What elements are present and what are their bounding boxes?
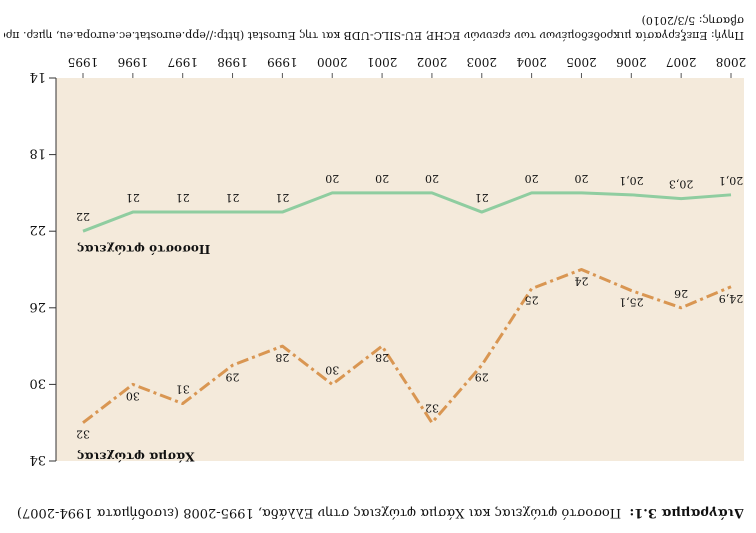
data-label: 20 [574,172,588,185]
data-label: 21 [126,191,140,204]
x-tick-label: 2007 [666,55,697,69]
data-label: 28 [275,351,289,364]
data-label: 24 [574,275,588,288]
data-label: 30 [126,389,140,402]
source-line-1: Πηγή: Επεξεργασία μικροδεδομένων των ερε… [4,29,744,42]
series-line-poverty-gap [82,268,732,425]
data-label: 31 [176,383,190,396]
data-label: 25 [525,294,539,307]
y-tick-label: 34 [29,452,46,467]
source-line-2: σβασης: 5/3/2010) [641,14,744,27]
plot-background [56,78,744,461]
x-tick-label: 2002 [417,55,448,69]
data-label: 30 [325,363,339,376]
data-label: 32 [76,428,90,441]
data-label: 32 [425,402,439,415]
data-label: 28 [375,351,389,364]
x-tick-label: 1995 [68,55,99,69]
data-label: 22 [76,210,90,223]
x-tick-label: 2003 [466,55,497,69]
y-tick-label: 30 [29,375,46,390]
data-label: 24,9 [719,292,744,305]
x-tick-label: 1996 [118,55,149,69]
series-name-label: Ποσοστό φτώχειας [77,242,210,256]
y-tick-label: 14 [29,69,46,84]
data-label: 21 [275,191,289,204]
x-tick-label: 2004 [516,55,547,69]
x-tick-label: 1998 [217,55,248,69]
y-tick-label: 18 [29,146,46,161]
data-label: 21 [475,191,489,204]
x-tick-label: 2005 [566,55,597,69]
series-name-label: Χάσμα φτώχειας [77,450,194,464]
data-label: 21 [176,191,190,204]
data-label: 20 [375,172,389,185]
data-label: 29 [475,370,489,383]
data-label: 29 [226,370,240,383]
series-line-poverty-rate [82,191,732,233]
data-label: 20 [425,172,439,185]
source-note: Πηγή: Επεξεργασία μικροδεδομένων των ερε… [4,13,744,43]
data-label: 20,1 [619,174,644,187]
x-tick-label: 2001 [367,55,398,69]
x-tick-label: 2008 [716,55,747,69]
data-label: 20,1 [719,174,744,187]
data-label: 25,1 [619,296,644,309]
y-tick-label: 26 [29,299,46,314]
x-tick-label: 2006 [616,55,647,69]
x-tick-label: 2000 [317,55,348,69]
data-label: 20 [325,172,339,185]
data-label: 20,3 [669,178,694,191]
x-tick-label: 1999 [267,55,298,69]
data-label: 26 [674,287,688,300]
data-label: 20 [525,172,539,185]
y-tick-label: 22 [29,222,46,237]
x-tick-label: 1997 [167,55,198,69]
data-label: 21 [226,191,240,204]
